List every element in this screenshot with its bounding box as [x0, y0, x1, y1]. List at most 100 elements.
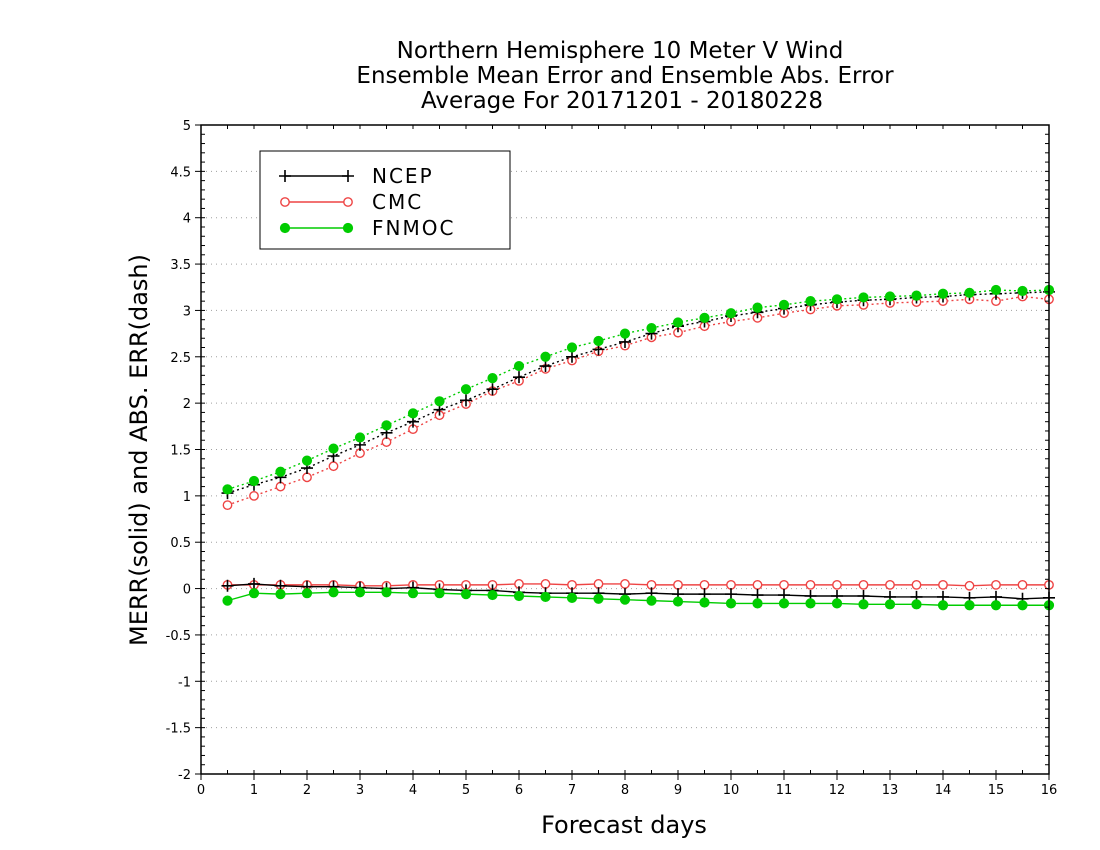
fnmoc-series-merr-point [778, 598, 790, 609]
cmc-series-abs-err-point [249, 490, 259, 501]
cmc-series-merr-point [779, 579, 789, 590]
fnmoc-series [222, 284, 1055, 611]
ncep-series-abs-err-line [227, 291, 1050, 494]
fnmoc-series-abs-err-point [407, 408, 419, 419]
ncep-series-abs-err-point [486, 383, 499, 396]
cmc-series-merr-point [726, 579, 736, 590]
legend-fnmoc-point [342, 222, 354, 234]
fnmoc-series-merr-point [540, 591, 551, 603]
x-tick-label: 12 [829, 783, 846, 798]
fnmoc-series-abs-err-point [725, 308, 737, 319]
legend-ncep-point [342, 170, 354, 182]
x-tick-label: 7 [568, 783, 576, 798]
legend-cmc-point [280, 197, 290, 207]
x-tick-label: 0 [197, 783, 205, 798]
fnmoc-series-abs-err-point [301, 455, 313, 466]
x-tick-label: 16 [1041, 783, 1058, 798]
fnmoc-series-merr-point [593, 593, 604, 604]
cmc-series-merr-line [227, 583, 1049, 587]
y-tick-label: 5 [183, 119, 191, 134]
fnmoc-series-merr-point [805, 598, 816, 609]
fnmoc-series-abs-err-point [513, 360, 525, 372]
y-tick-label: -0.5 [166, 629, 191, 644]
fnmoc-series-merr-point [1017, 600, 1028, 611]
x-tick-label: 5 [462, 783, 470, 798]
fnmoc-series-abs-err-point [964, 287, 975, 298]
x-tick-label: 13 [882, 783, 899, 798]
axes: 54.543.532.521.510.50-0.5-1-1.5-20 1 2 3 4 5 6… [166, 119, 1058, 798]
cmc-series-merr-point [911, 579, 922, 590]
y-tick-label: 2 [183, 397, 191, 412]
fnmoc-series-merr-point [672, 596, 684, 607]
fnmoc-series-merr-point [699, 597, 710, 608]
y-tick-label: 1 [183, 490, 191, 505]
fnmoc-series-abs-err-point [646, 322, 657, 334]
fnmoc-series-merr-point [328, 587, 339, 598]
y-tick-label: -1 [178, 675, 191, 690]
fnmoc-series-merr-point [275, 589, 286, 600]
x-tick-label: 3 [356, 783, 364, 798]
fnmoc-series-abs-err-point [460, 384, 472, 395]
cmc-series-merr-point [885, 579, 895, 590]
ncep-series-merr-point [725, 588, 737, 601]
fnmoc-series-merr-point [884, 599, 896, 610]
cmc-series-merr-point [540, 579, 551, 589]
fnmoc-series-merr-point [407, 588, 419, 599]
cmc-series-merr-point [858, 579, 869, 590]
title-line-2: Ensemble Mean Error and Ensemble Abs. Er… [356, 63, 894, 89]
ncep-series [221, 285, 1055, 605]
fnmoc-series-merr-point [831, 598, 843, 609]
fnmoc-series-abs-err-point [593, 335, 604, 347]
y-tick-label: -1.5 [166, 722, 191, 737]
legend-fnmoc-label: FNMOC [372, 216, 455, 240]
fnmoc-series-merr-point [619, 594, 631, 605]
cmc-series-merr-point [752, 579, 763, 590]
x-tick-label: 6 [515, 783, 523, 798]
fnmoc-series-merr-point [646, 595, 657, 606]
x-tick-label: 1 [250, 783, 258, 798]
cmc-series-merr-point [964, 580, 975, 591]
cmc-series-merr-point [991, 579, 1001, 590]
fnmoc-series-abs-err-point [381, 420, 392, 431]
x-axis-label: Forecast days [541, 811, 707, 839]
fnmoc-series-merr-point [725, 598, 737, 609]
fnmoc-series-merr-point [301, 588, 313, 599]
ncep-series-abs-err-point [566, 350, 578, 363]
legend-box [259, 150, 511, 250]
fnmoc-series-merr-point [487, 589, 498, 601]
cmc-series-abs-err-point [381, 437, 392, 447]
fnmoc-series-abs-err-point [566, 342, 578, 353]
title-line-3: Average For 20171201 - 20180228 [421, 88, 823, 114]
fnmoc-series-abs-err-line [227, 289, 1050, 491]
fnmoc-series-abs-err-point [884, 291, 896, 302]
fnmoc-series-merr-point [460, 589, 472, 600]
x-tick-label: 2 [303, 783, 311, 798]
title-line-1: Northern Hemisphere 10 Meter V Wind [397, 38, 844, 64]
cmc-series-merr-point [620, 579, 630, 589]
fnmoc-series-merr-point [222, 595, 233, 606]
fnmoc-series-merr-point [858, 599, 869, 610]
fnmoc-series-abs-err-point [858, 292, 869, 303]
fnmoc-series-merr-point [937, 600, 949, 611]
y-tick-label: 0.5 [170, 536, 191, 551]
fnmoc-series-abs-err-point [990, 284, 1002, 296]
ncep-series-abs-err-point [513, 371, 525, 384]
fnmoc-series-abs-err-point [672, 317, 684, 328]
fnmoc-series-abs-err-point [937, 288, 949, 299]
series-layer [221, 284, 1055, 611]
y-tick-label: 2.5 [170, 351, 191, 366]
x-tick-label: 14 [935, 783, 952, 798]
fnmoc-series-abs-err-point [540, 351, 551, 362]
y-tick-label: 3.5 [170, 258, 191, 273]
fnmoc-series-abs-err-point [275, 466, 286, 477]
cmc-series-abs-err-point [275, 481, 286, 492]
fnmoc-series-abs-err-point [699, 312, 710, 323]
fnmoc-series-abs-err-point [911, 290, 922, 301]
legend-cmc-label: CMC [372, 190, 423, 214]
x-tick-label: 11 [776, 783, 793, 798]
fnmoc-series-abs-err-point [222, 484, 233, 495]
legend-cmc-point [343, 197, 353, 207]
cmc-series-merr-point [832, 579, 842, 590]
fnmoc-series-abs-err-point [619, 328, 631, 339]
fnmoc-series-abs-err-point [434, 396, 445, 407]
